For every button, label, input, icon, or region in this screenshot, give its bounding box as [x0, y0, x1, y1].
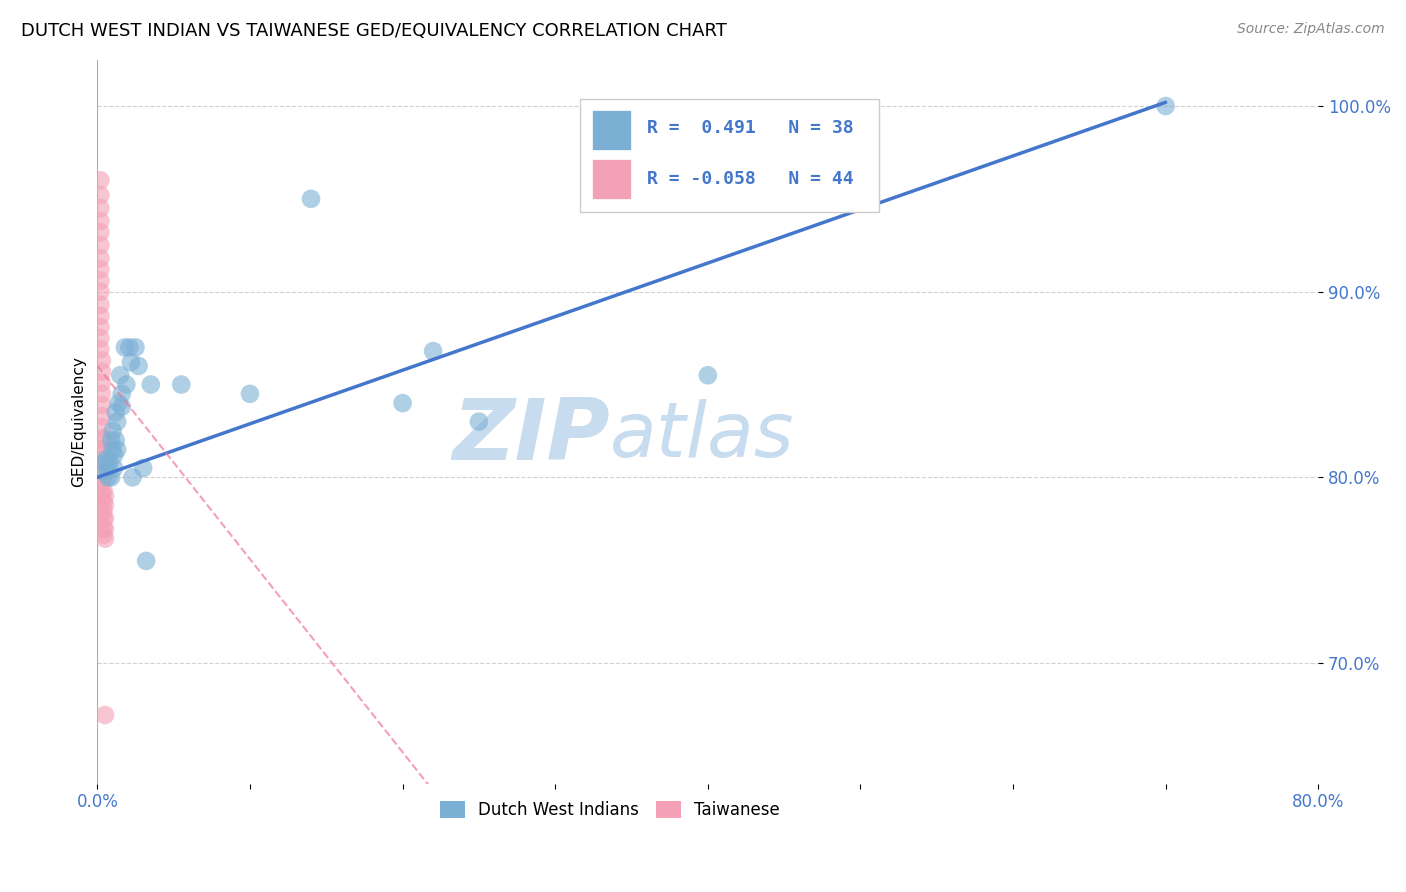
Point [90, 420, 112, 434]
Point [391, 396, 413, 410]
Point [93, 456, 115, 470]
Point [93, 470, 115, 484]
Point [94, 498, 117, 512]
Point [89, 214, 111, 228]
Point [422, 344, 444, 359]
Point [89, 188, 111, 202]
Point [105, 415, 128, 429]
Point [89, 331, 111, 345]
Point [105, 442, 128, 457]
Point [89, 274, 111, 288]
Point [90, 442, 112, 457]
Point [89, 309, 111, 323]
Point [120, 355, 142, 369]
Point [93, 442, 115, 457]
Text: DUTCH WEST INDIAN VS TAIWANESE GED/EQUIVALENCY CORRELATION CHART: DUTCH WEST INDIAN VS TAIWANESE GED/EQUIV… [21, 22, 727, 40]
Point [94, 522, 117, 536]
Point [90, 475, 112, 490]
Point [89, 252, 111, 266]
Point [89, 201, 111, 215]
Point [94, 708, 117, 723]
Point [89, 298, 111, 312]
Point [103, 461, 125, 475]
Text: R =  0.491   N = 38: R = 0.491 N = 38 [647, 120, 853, 137]
Point [132, 461, 155, 475]
Point [89, 173, 111, 187]
Point [100, 434, 122, 448]
Point [110, 368, 132, 383]
Point [90, 386, 112, 401]
Legend: Dutch West Indians, Taiwanese: Dutch West Indians, Taiwanese [433, 795, 787, 826]
Text: Source: ZipAtlas.com: Source: ZipAtlas.com [1237, 22, 1385, 37]
Point [90, 465, 112, 479]
Point [135, 554, 157, 568]
Point [1154, 99, 1177, 113]
Point [94, 489, 117, 503]
Point [90, 409, 112, 423]
Point [299, 192, 322, 206]
Point [97, 461, 120, 475]
Point [128, 359, 150, 373]
Point [89, 343, 111, 357]
Point [468, 415, 491, 429]
Point [114, 340, 136, 354]
Point [93, 520, 115, 534]
Point [90, 353, 112, 368]
Point [93, 483, 115, 498]
Text: ZIP: ZIP [453, 394, 610, 477]
Point [90, 365, 112, 379]
Point [94, 456, 117, 470]
Point [104, 405, 127, 419]
Point [94, 532, 117, 546]
Text: R = -0.058   N = 44: R = -0.058 N = 44 [647, 170, 853, 188]
Point [101, 442, 124, 457]
Point [93, 528, 115, 542]
Point [97, 470, 120, 484]
Point [90, 453, 112, 467]
Point [94, 465, 117, 479]
Bar [592, 111, 631, 150]
Point [90, 431, 112, 445]
Point [111, 400, 134, 414]
Point [89, 225, 111, 239]
Point [696, 368, 718, 383]
Point [89, 262, 111, 277]
Point [98, 456, 121, 470]
Y-axis label: GED/Equivalency: GED/Equivalency [72, 356, 86, 487]
Point [89, 320, 111, 334]
Point [111, 386, 134, 401]
Bar [592, 159, 631, 199]
Point [90, 487, 112, 501]
Point [93, 494, 115, 508]
Point [107, 396, 129, 410]
Point [115, 377, 138, 392]
Point [101, 424, 124, 438]
Point [118, 340, 141, 354]
Point [124, 340, 146, 354]
Point [121, 470, 143, 484]
Point [90, 398, 112, 412]
Point [139, 377, 162, 392]
Point [94, 511, 117, 525]
Point [93, 434, 115, 448]
Point [103, 448, 125, 462]
Point [104, 434, 127, 448]
Point [170, 377, 193, 392]
Point [89, 285, 111, 299]
Point [100, 470, 122, 484]
Point [239, 386, 262, 401]
Point [93, 511, 115, 525]
Point [96, 451, 118, 466]
Point [89, 238, 111, 252]
Point [93, 504, 115, 518]
Text: atlas: atlas [610, 399, 794, 473]
FancyBboxPatch shape [579, 99, 879, 211]
Point [90, 376, 112, 390]
